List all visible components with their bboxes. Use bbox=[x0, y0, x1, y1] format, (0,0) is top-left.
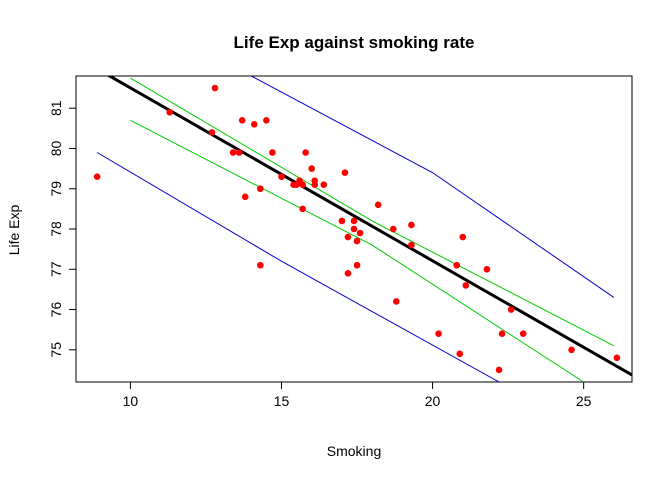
x-axis-label: Smoking bbox=[327, 443, 381, 459]
data-point-31 bbox=[353, 237, 361, 245]
data-point-38 bbox=[435, 330, 442, 337]
y-tick-label-6: 81 bbox=[48, 100, 64, 116]
y-tick-label-4: 79 bbox=[48, 181, 64, 197]
data-point-34 bbox=[389, 225, 397, 233]
data-point-41 bbox=[459, 233, 467, 241]
data-point-18 bbox=[299, 205, 306, 213]
data-point-7 bbox=[241, 193, 249, 201]
y-axis-label: Life Exp bbox=[6, 204, 22, 255]
y-tick-label-0: 75 bbox=[48, 342, 64, 358]
data-point-20 bbox=[308, 165, 315, 172]
data-point-37 bbox=[408, 241, 415, 249]
data-point-2 bbox=[208, 129, 216, 136]
data-point-13 bbox=[278, 173, 285, 180]
confidence-band-lower bbox=[130, 119, 584, 382]
data-point-17 bbox=[299, 181, 306, 189]
prediction-band-upper bbox=[251, 76, 615, 298]
data-point-28 bbox=[350, 217, 358, 225]
data-points bbox=[93, 84, 621, 374]
data-point-45 bbox=[498, 330, 506, 337]
y-tick-label-3: 78 bbox=[48, 221, 64, 237]
data-point-4 bbox=[229, 149, 237, 156]
data-point-32 bbox=[356, 229, 364, 237]
y-tick-label-5: 80 bbox=[48, 140, 64, 156]
x-tick-label-2: 20 bbox=[425, 393, 441, 409]
data-point-6 bbox=[238, 116, 246, 124]
data-point-29 bbox=[350, 225, 358, 233]
data-point-46 bbox=[507, 306, 515, 313]
y-tick-label-1: 76 bbox=[48, 302, 64, 318]
confidence-band-upper bbox=[130, 77, 615, 347]
data-point-10 bbox=[257, 261, 264, 269]
regression-line bbox=[106, 76, 632, 377]
data-point-9 bbox=[257, 185, 264, 193]
data-point-35 bbox=[393, 298, 400, 305]
x-tick-label-3: 25 bbox=[576, 393, 592, 409]
data-point-49 bbox=[613, 354, 621, 362]
data-point-12 bbox=[269, 149, 276, 156]
data-point-25 bbox=[341, 169, 349, 176]
prediction-band-lower bbox=[96, 152, 500, 382]
chart-title: Life Exp against smoking rate bbox=[234, 33, 475, 52]
data-point-44 bbox=[495, 366, 503, 374]
data-point-26 bbox=[344, 233, 352, 241]
x-tick-label-0: 10 bbox=[123, 393, 139, 409]
data-point-1 bbox=[166, 108, 173, 116]
data-point-47 bbox=[519, 330, 527, 337]
data-point-33 bbox=[374, 201, 382, 209]
y-axis: 75 76 77 78 79 80 81 bbox=[48, 100, 76, 358]
data-point-27 bbox=[344, 269, 352, 277]
data-point-23 bbox=[320, 181, 328, 189]
data-point-11 bbox=[263, 116, 270, 124]
data-point-5 bbox=[235, 149, 243, 156]
data-point-36 bbox=[408, 221, 415, 229]
y-tick-label-2: 77 bbox=[48, 261, 64, 277]
data-point-39 bbox=[453, 261, 461, 269]
data-point-24 bbox=[338, 217, 346, 225]
data-point-42 bbox=[462, 282, 470, 289]
data-point-22 bbox=[311, 177, 319, 184]
data-point-0 bbox=[93, 173, 101, 180]
data-point-48 bbox=[568, 346, 575, 354]
data-point-8 bbox=[250, 121, 258, 128]
x-axis: 10 15 20 25 bbox=[123, 382, 592, 409]
data-point-3 bbox=[211, 84, 219, 92]
data-point-40 bbox=[456, 350, 464, 358]
data-point-19 bbox=[302, 149, 309, 156]
data-point-43 bbox=[483, 265, 491, 273]
x-tick-label-1: 15 bbox=[274, 393, 290, 409]
data-point-30 bbox=[353, 261, 361, 269]
